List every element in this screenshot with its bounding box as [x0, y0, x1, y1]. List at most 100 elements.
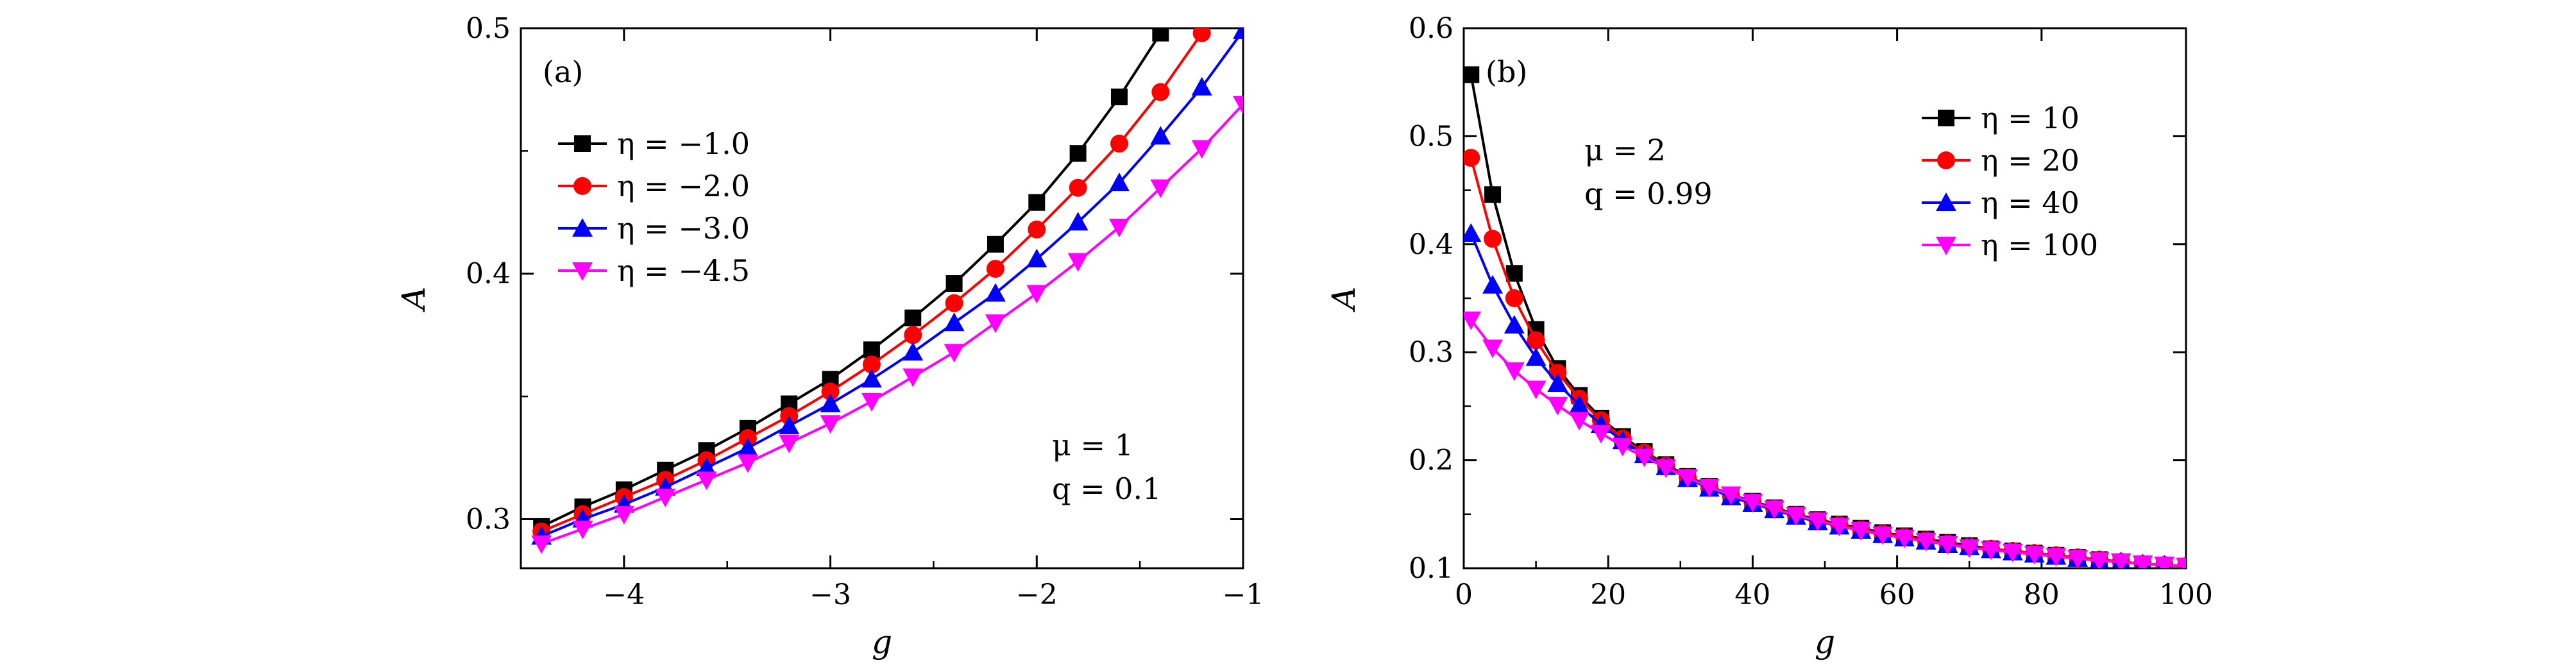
- panel-a-xtick-label-3: −1: [1223, 578, 1264, 611]
- panel-a-legend-text-1: η = −2.0: [617, 169, 750, 203]
- panel-a-legend-entry-2: η = −3.0: [558, 211, 750, 246]
- panel-a-frame: [520, 27, 1244, 570]
- panel-a-series-0-point-8: [863, 341, 880, 359]
- panel-a-xtick-label-2: −2: [1016, 578, 1058, 611]
- panel-b-series-3-point-27: [2046, 548, 2067, 567]
- panel-b-series-1-point-2: [1505, 289, 1523, 307]
- panel-b-legend-text-3: η = 100: [1981, 228, 2098, 262]
- panel-b-series-3-point-10: [1677, 469, 1699, 488]
- panel-a-tick-labels: −4 −3 −2 −1 0.3 0.4 0.5: [466, 12, 1264, 611]
- panel-a-series-1-point-10: [945, 294, 963, 312]
- panel-b-series-3-point-28: [2067, 550, 2089, 568]
- panel-a-series-2-point-17: [1233, 28, 1243, 39]
- panel-a-series-3-point-11: [985, 314, 1006, 334]
- panel-b-legend-entry-2: η = 40: [1922, 185, 2080, 220]
- panel-a-series-1-point-15: [1151, 83, 1170, 101]
- panel-a-series-1-point-12: [1028, 220, 1046, 239]
- panel-a-series-0-point-14: [1110, 89, 1128, 106]
- panel-a-series-3-point-15: [1150, 179, 1171, 198]
- panel-a-series-3-point-5: [737, 454, 758, 473]
- panel-b-series-3-point-25: [2002, 543, 2023, 562]
- panel-b-ytick-label-1: 0.2: [1409, 444, 1453, 477]
- panel-b-ylabel: A: [1325, 287, 1362, 312]
- panel-a-series-3-point-16: [1191, 140, 1212, 159]
- panel-a-legend-marker-2: [572, 218, 593, 237]
- panel-b-series-3-point-6: [1590, 425, 1611, 444]
- panel-b-series-3-point-13: [1742, 494, 1763, 513]
- panel-b-series-3-point-29: [2089, 552, 2110, 568]
- panel-a-series-1-point-9: [904, 326, 922, 344]
- panel-b-annotation-q: q = 0.99: [1584, 176, 1713, 211]
- panel-b-xtick-label-1: 20: [1590, 578, 1626, 611]
- panel-a-series-line-0: [541, 32, 1162, 528]
- panel-b-series-3-point-33: [2176, 557, 2186, 568]
- panel-b-series-3-point-30: [2110, 553, 2131, 568]
- panel-b-xtick-label-3: 60: [1879, 578, 1915, 611]
- panel-b-series-3-point-26: [2024, 546, 2045, 565]
- panel-b-legend-entry-0: η = 10: [1922, 101, 2080, 135]
- panel-b-xtick-label-5: 100: [2159, 578, 2213, 611]
- panel-a-series-0-point-12: [1028, 194, 1046, 211]
- panel-a-annotation-mu: μ = 1: [1052, 428, 1133, 462]
- panel-a-series-3-point-4: [696, 471, 717, 491]
- panel-a-xtick-label-0: −4: [603, 578, 645, 611]
- panel-b-ytick-label-4: 0.5: [1409, 120, 1453, 153]
- panel-a-label: (a): [543, 55, 583, 89]
- panel-a-series-1-point-8: [862, 355, 881, 374]
- panel-b-series-3-point-1: [1482, 339, 1504, 359]
- panel-b-xlabel: g: [1815, 623, 1835, 661]
- panel-b-legend: η = 10 η = 20 η = 40 η = 100: [1922, 101, 2098, 262]
- panel-b: 0 20 40 60 80 100 0.1 0.2 0.3 0.4 0.5 0.6 (b) g A μ…: [1325, 12, 2213, 661]
- panel-a-xlabel: g: [872, 623, 892, 661]
- panel-a-series-3-point-0: [531, 535, 552, 554]
- panel-b-series-3-point-24: [1980, 541, 2001, 561]
- panel-b-series-2-point-5: [1569, 394, 1590, 414]
- panel-b-series-2-point-2: [1504, 315, 1525, 334]
- panel-a-series-3-point-2: [613, 505, 634, 525]
- panel-b-series-3-point-7: [1612, 437, 1633, 457]
- panel-b-series-3-point-32: [2154, 556, 2175, 568]
- panel-a-series-1-point-16: [1192, 28, 1211, 42]
- panel-a-legend-text-2: η = −3.0: [617, 211, 750, 246]
- panel-b-ytick-label-0: 0.1: [1409, 552, 1453, 585]
- panel-b-series-3-point-23: [1959, 539, 1980, 559]
- panel-b-series-3-point-9: [1656, 459, 1677, 478]
- panel-b-legend-entry-3: η = 100: [1922, 228, 2098, 262]
- panel-b-series-3-point-22: [1937, 536, 1958, 555]
- panel-b-series-3-point-14: [1764, 500, 1785, 519]
- panel-b-legend-entry-1: η = 20: [1922, 143, 2080, 178]
- panel-a-ylabel: A: [395, 287, 432, 312]
- panel-a-legend-entry-3: η = −4.5: [558, 253, 750, 288]
- panel-a-series-2-point-5: [737, 437, 758, 457]
- panel-b-series-line-3: [1470, 319, 2186, 568]
- panel-a-ytick-label-2: 0.5: [466, 12, 511, 45]
- panel-a-series-3-point-17: [1233, 96, 1243, 115]
- panel-b-legend-text-1: η = 20: [1981, 143, 2080, 178]
- panel-a-plot-area: [531, 28, 1243, 554]
- panel-a-series-2-point-7: [820, 393, 841, 412]
- panel-b-series-2-point-1: [1482, 274, 1504, 294]
- panel-b-ytick-label-3: 0.4: [1409, 228, 1453, 261]
- panel-a-series-0-point-9: [904, 309, 922, 326]
- panel-a-series-3-point-1: [572, 520, 593, 539]
- panel-a-series-0-point-10: [945, 275, 963, 292]
- panel-b-series-2-point-0: [1464, 223, 1482, 242]
- panel-b-series-3-point-18: [1851, 522, 1872, 541]
- panel-a-legend-marker-0: [574, 135, 591, 152]
- panel-a-series-3-point-7: [820, 415, 841, 434]
- panel-a-series-2-point-6: [779, 416, 800, 435]
- panel-b-series-3-point-16: [1807, 512, 1828, 531]
- panel-b-label: (b): [1486, 55, 1527, 89]
- panel-b-series-1-point-0: [1464, 149, 1480, 167]
- panel-b-plot-area: [1464, 66, 2186, 568]
- panel-a-series-0-point-15: [1152, 28, 1169, 42]
- panel-a-series-3-point-13: [1067, 253, 1089, 272]
- panel-b-series-1-point-1: [1484, 230, 1502, 248]
- panel-a-legend-entry-1: η = −2.0: [558, 169, 750, 203]
- panel-a-series-1-point-11: [986, 260, 1004, 278]
- panel-b-legend-marker-0: [1938, 110, 1954, 126]
- panel-a-series-2-point-16: [1191, 76, 1212, 96]
- panel-b-tick-labels: 0 20 40 60 80 100 0.1 0.2 0.3 0.4 0.5 0.6: [1409, 12, 2213, 611]
- panel-a-series-2-point-12: [1026, 248, 1047, 267]
